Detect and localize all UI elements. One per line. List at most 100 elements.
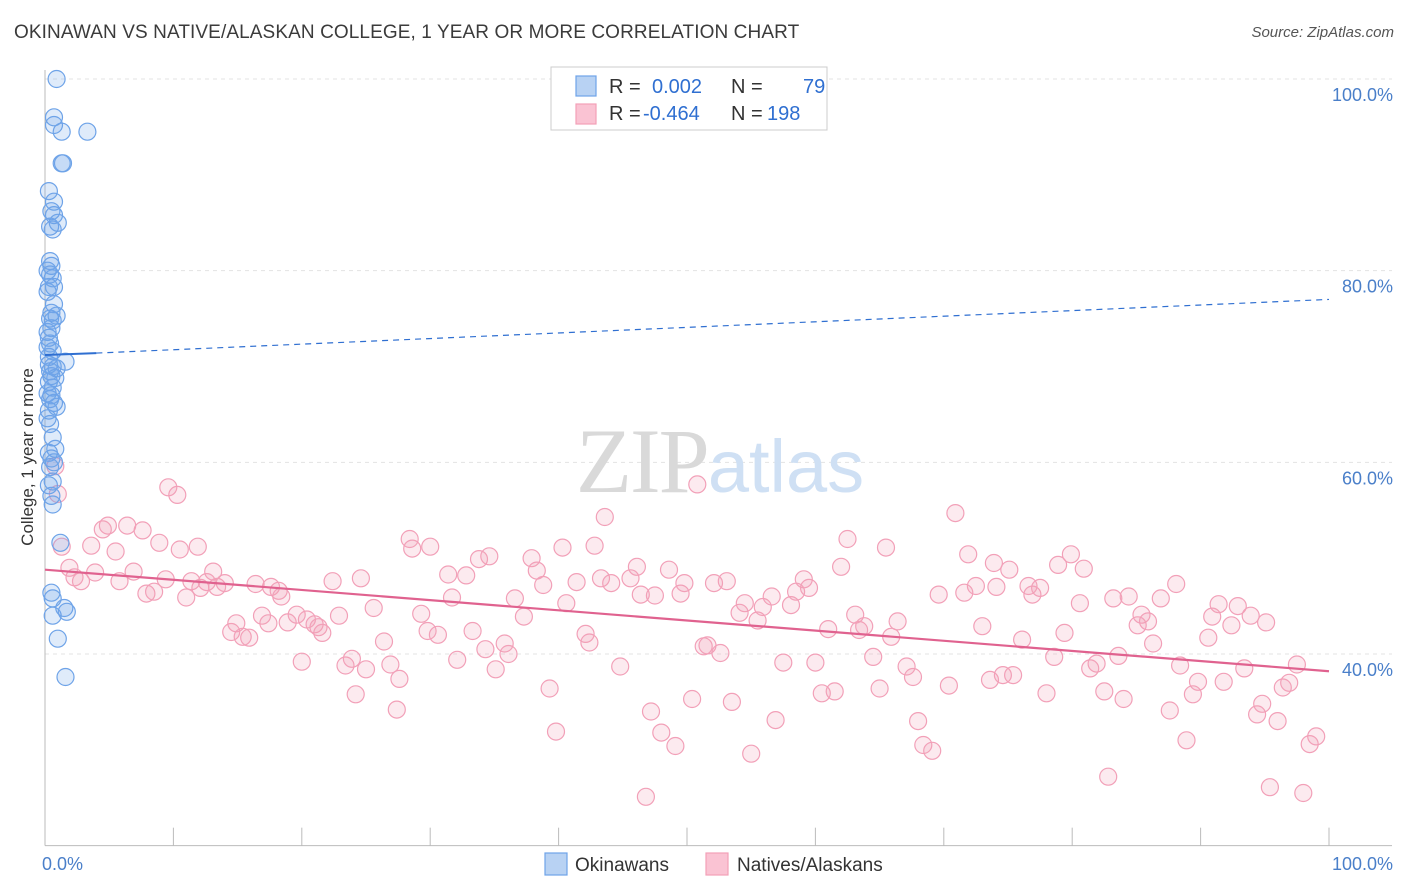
okinawans-point-58	[39, 476, 59, 495]
natives-point-144	[939, 676, 959, 695]
natives-point-161	[1045, 647, 1064, 667]
natives-point-117	[762, 587, 781, 606]
natives-point-72	[480, 547, 499, 566]
natives-point-67	[448, 650, 467, 669]
natives-point-96	[636, 787, 656, 806]
legend-n-label-1: N =	[731, 76, 763, 98]
y-tick-label-1: 60.0%	[1342, 468, 1393, 488]
natives-point-32	[233, 627, 252, 646]
y-tick-labels: 40.0% 60.0% 80.0% 100.0%	[1332, 85, 1393, 680]
natives-point-104	[682, 689, 702, 709]
natives-point-177	[1138, 612, 1158, 631]
natives-point-57	[387, 700, 406, 719]
natives-point-143	[929, 585, 948, 604]
okinawans-trend-extension	[96, 298, 1330, 354]
legend-r-value-1: 0.002	[652, 76, 702, 98]
x-tick-labels: 0.0% 100.0%	[42, 854, 1393, 874]
natives-point-64	[428, 625, 447, 644]
natives-point-51	[346, 685, 365, 704]
okinawans-point-62	[42, 583, 61, 602]
okinawans-point-50	[40, 414, 60, 434]
legend-frame	[550, 66, 828, 131]
y-tick-label-2: 80.0%	[1342, 277, 1393, 297]
natives-point-129	[838, 529, 857, 549]
natives-point-65	[439, 565, 458, 584]
okinawans-point-0	[47, 69, 66, 89]
natives-point-188	[1209, 595, 1228, 614]
natives-point-39	[272, 587, 291, 606]
natives-point-82	[546, 722, 566, 741]
okinawans-point-28	[38, 322, 57, 342]
natives-point-200	[1280, 673, 1299, 692]
natives-point-47	[323, 572, 342, 591]
natives-point-53	[356, 660, 376, 679]
natives-point-193	[1241, 606, 1260, 625]
natives-point-105	[688, 475, 707, 494]
legend-r-label-1: R =	[609, 76, 641, 98]
natives-point-128	[831, 557, 851, 576]
natives-point-92	[611, 657, 630, 676]
natives-point-95	[631, 585, 650, 604]
axes	[44, 70, 1392, 847]
natives-point-197	[1260, 778, 1280, 797]
natives-point-169	[1095, 682, 1114, 701]
natives-point-168	[1087, 654, 1106, 673]
natives-point-62	[418, 621, 437, 641]
natives-point-68	[457, 566, 476, 585]
natives-point-83	[553, 538, 572, 557]
natives-point-164	[1061, 545, 1081, 564]
natives-point-85	[567, 572, 586, 592]
natives-point-114	[742, 744, 761, 763]
natives-point-63	[421, 537, 440, 556]
natives-point-70	[469, 549, 489, 569]
natives-point-54	[364, 598, 383, 618]
okinawans-point-12	[40, 217, 60, 236]
watermark-atlas: atlas	[708, 425, 864, 508]
okinawans-point-61	[51, 533, 70, 552]
okinawans-point-60	[43, 495, 62, 514]
watermark-zip: ZIP	[576, 410, 708, 512]
natives-point-192	[1235, 659, 1254, 678]
okinawans-point-29	[39, 328, 59, 347]
legend-n-value-2: 198	[767, 103, 800, 125]
natives-point-119	[774, 653, 793, 672]
natives-point-162	[1048, 555, 1068, 575]
natives-point-100	[659, 560, 679, 579]
natives-point-24	[188, 537, 207, 556]
okinawans-point-67	[48, 629, 67, 648]
natives-point-50	[342, 649, 361, 668]
natives-point-147	[959, 545, 978, 564]
natives-point-58	[390, 669, 409, 689]
natives-point-17	[150, 533, 169, 552]
natives-point-126	[819, 619, 838, 639]
natives-point-69	[463, 621, 482, 641]
natives-point-139	[903, 667, 923, 687]
natives-point-97	[641, 702, 661, 721]
okinawans-trend-line	[44, 352, 97, 356]
natives-point-110	[717, 572, 736, 591]
natives-point-34	[246, 574, 265, 594]
okinawans-point-6	[53, 154, 73, 173]
natives-point-42	[292, 652, 311, 671]
natives-point-123	[799, 578, 819, 598]
natives-point-61	[412, 604, 431, 623]
natives-point-60	[403, 539, 422, 558]
natives-point-74	[495, 634, 514, 653]
y-tick-label-0: 40.0%	[1342, 660, 1393, 680]
natives-point-181	[1167, 574, 1186, 594]
natives-point-166	[1074, 559, 1093, 578]
natives-point-16	[145, 582, 164, 601]
natives-point-20	[168, 485, 187, 504]
okinawans-point-42	[43, 378, 62, 397]
natives-point-185	[1188, 672, 1208, 691]
chart-title: OKINAWAN VS NATIVE/ALASKAN COLLEGE, 1 YE…	[14, 22, 800, 43]
natives-point-52	[351, 569, 370, 588]
natives-point-102	[671, 584, 690, 603]
natives-point-88	[585, 536, 604, 555]
natives-point-120	[781, 595, 801, 615]
okinawans-point-66	[43, 606, 62, 625]
legend-box: R = 0.002 N = 79 R = -0.464 N = 198	[550, 66, 828, 131]
okinawans-point-48	[39, 401, 59, 420]
natives-point-9	[98, 516, 118, 535]
